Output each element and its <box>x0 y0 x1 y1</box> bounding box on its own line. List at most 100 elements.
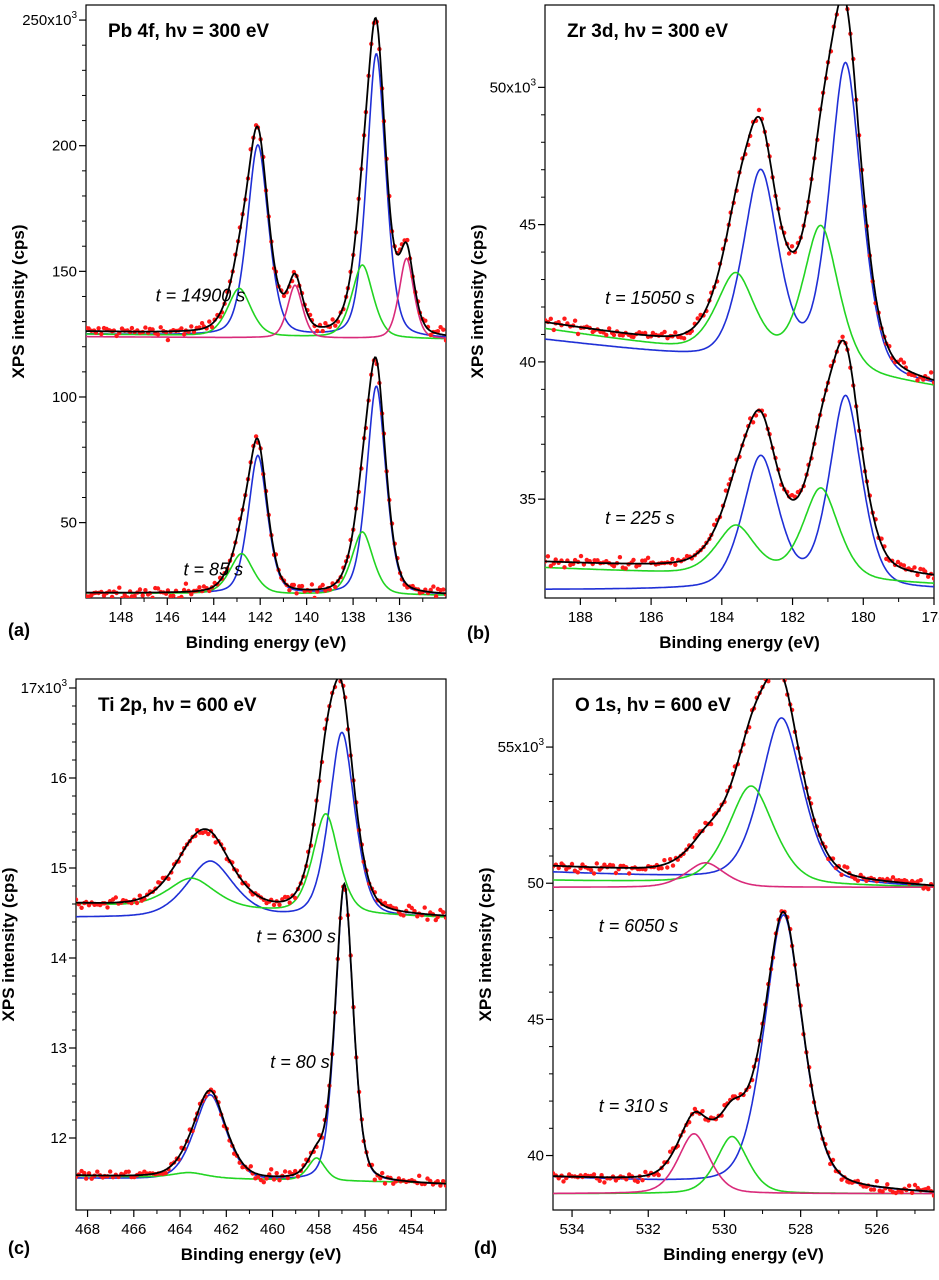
data-point <box>901 563 907 568</box>
data-point <box>327 587 333 592</box>
component-green-curve <box>553 785 934 888</box>
y-tick-label: 40 <box>519 354 536 371</box>
panel-label: (a) <box>8 620 30 640</box>
component-green-curve <box>86 531 446 596</box>
y-tick-label: 40 <box>527 1148 544 1165</box>
data-point <box>789 244 795 249</box>
data-point <box>333 584 338 590</box>
panel-a: 148 146 144 142 140 138 136 50 100 150 200 250x103 B… <box>8 4 447 652</box>
data-point <box>572 318 578 323</box>
data-point <box>665 865 670 870</box>
data-point <box>435 1179 440 1184</box>
data-point <box>271 1177 277 1182</box>
x-tick-label: 458 <box>306 1221 331 1238</box>
data-point <box>330 317 335 322</box>
data-point <box>907 1183 912 1188</box>
total-fit-curve <box>545 5 934 381</box>
data-point <box>285 1175 290 1181</box>
data-point <box>670 556 675 562</box>
data-point <box>132 593 137 598</box>
y-axis-label: XPS intensity (cps) <box>0 868 18 1022</box>
plot-area <box>545 0 934 590</box>
data-point <box>382 900 388 906</box>
data-point <box>89 1176 94 1181</box>
data-point <box>269 1167 274 1172</box>
data-point <box>189 592 194 597</box>
x-tick-label: 460 <box>260 1221 285 1238</box>
data-point <box>256 1174 261 1180</box>
y-tick-label: 15 <box>50 860 67 877</box>
data-point <box>79 905 84 910</box>
data-point <box>613 1178 619 1183</box>
data-point <box>287 588 292 593</box>
x-tick-label: 142 <box>248 609 273 626</box>
data-point <box>105 905 110 910</box>
data-point <box>750 420 756 425</box>
data-point <box>921 377 926 382</box>
x-tick-label: 454 <box>399 1221 424 1238</box>
data-point <box>417 1173 422 1179</box>
data-point <box>435 329 441 334</box>
data-point <box>631 557 636 563</box>
data-point <box>839 872 844 877</box>
data-point <box>918 878 923 883</box>
x-tick-label: 144 <box>201 609 226 626</box>
data-point <box>912 565 917 570</box>
y-tick-label: 200 <box>52 138 77 155</box>
data-point <box>95 1169 100 1174</box>
data-point <box>578 553 584 559</box>
plot-frame <box>85 4 447 599</box>
y-axis-label: XPS intensity (cps) <box>468 225 487 379</box>
y-tick-label: 150 <box>52 263 77 280</box>
data-point <box>207 319 212 324</box>
panel-label: (c) <box>8 1238 30 1258</box>
total-fit-curve <box>545 339 934 576</box>
time-annotation: t = 6050 s <box>599 916 679 936</box>
data-point <box>610 863 616 868</box>
data-point <box>163 1170 168 1176</box>
plot-frame <box>75 678 447 1211</box>
y-tick-label: 250x103 <box>22 10 77 29</box>
data-point <box>274 1171 279 1176</box>
data-point <box>588 867 594 873</box>
data-point <box>96 326 101 331</box>
data-point <box>569 861 575 867</box>
x-tick-label: 462 <box>214 1221 239 1238</box>
data-point <box>843 0 847 4</box>
data-point <box>277 1178 282 1183</box>
plot-area <box>553 671 934 1198</box>
x-axis-label: Binding energy (eV) <box>186 633 347 652</box>
x-tick-label: 464 <box>168 1221 193 1238</box>
y-tick-label: 50 <box>60 515 77 532</box>
data-point <box>595 558 600 563</box>
data-point <box>309 582 315 587</box>
data-point <box>613 870 619 876</box>
data-point <box>838 0 842 3</box>
data-point <box>143 325 148 330</box>
data-point <box>597 1178 602 1184</box>
panel-title: Zr 3d, hν = 300 eV <box>567 21 728 42</box>
data-point <box>431 584 436 589</box>
data-point <box>774 671 778 675</box>
time-annotation: t = 85 s <box>184 559 244 579</box>
data-point <box>129 325 135 331</box>
panel-label: (b) <box>467 623 490 643</box>
data-point <box>611 564 617 569</box>
total-fit-curve <box>76 679 446 917</box>
data-point <box>928 370 934 375</box>
x-tick-label: 468 <box>75 1221 100 1238</box>
data-point <box>700 1109 705 1114</box>
x-tick-label: 148 <box>108 609 133 626</box>
plot-frame <box>552 678 935 1211</box>
data-point <box>855 878 860 883</box>
data-point <box>179 326 184 331</box>
data-point <box>656 1172 661 1178</box>
y-tick-label: 45 <box>527 1011 544 1028</box>
data-point <box>380 1170 385 1176</box>
data-point <box>643 330 648 336</box>
time-annotation: t = 225 s <box>605 508 675 528</box>
y-tick-label: 16 <box>50 770 67 787</box>
data-point <box>670 863 676 868</box>
data-point <box>165 337 171 343</box>
